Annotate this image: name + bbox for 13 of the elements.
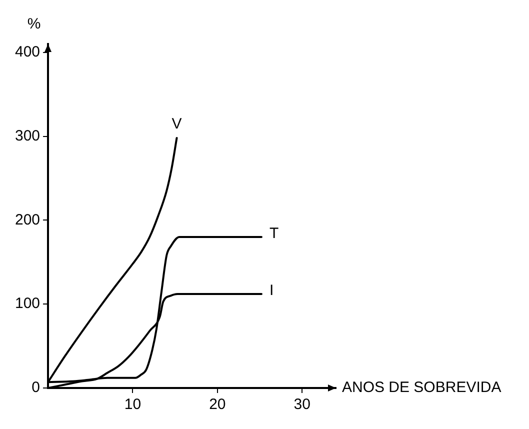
- x-tick-label: 10: [124, 396, 142, 414]
- y-tick-label: 300: [14, 127, 40, 144]
- series-label: V: [172, 116, 182, 133]
- series-label: T: [269, 225, 279, 242]
- x-tick-label: 20: [209, 396, 226, 414]
- y-tick-label: 200: [14, 211, 40, 228]
- y-tick-label: 400: [14, 44, 40, 61]
- x-tick-label: 30: [294, 396, 310, 414]
- y-axis-title: %: [27, 16, 41, 33]
- y-tick-label: 100: [14, 295, 40, 312]
- series-label: I: [269, 282, 274, 300]
- y-tick-label: 0: [32, 379, 40, 396]
- x-axis-title: ANOS DE SOBREVIDA: [342, 379, 502, 396]
